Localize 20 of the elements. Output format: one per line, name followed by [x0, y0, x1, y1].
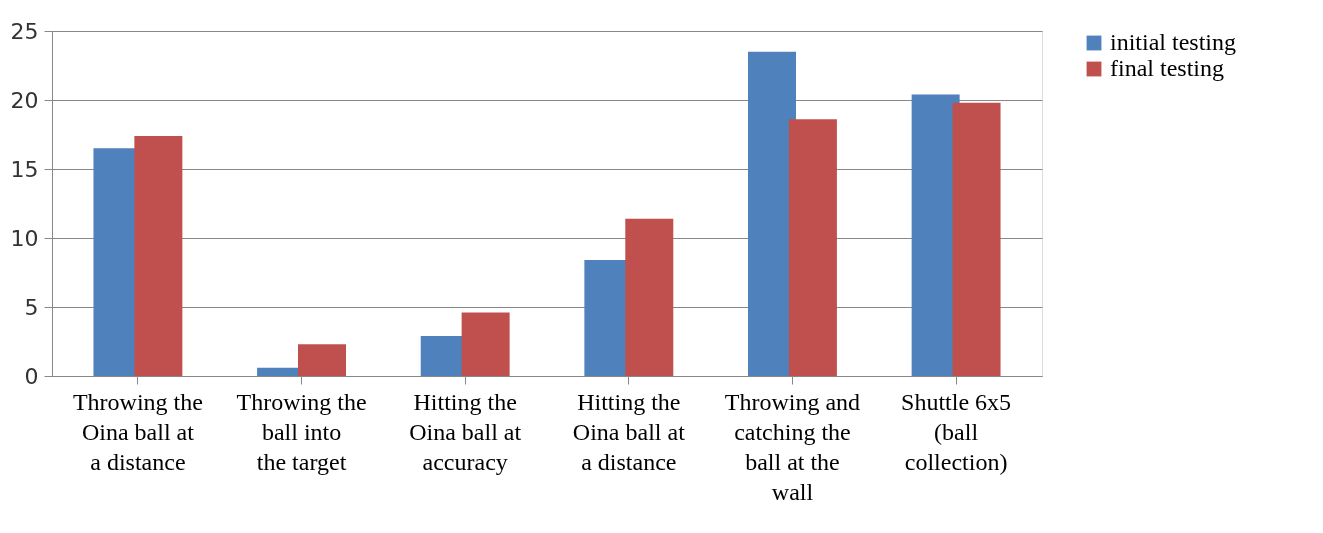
- y-tick-label: 5: [24, 294, 39, 320]
- x-tick-label: Throwing the Oina ball at a distance: [72, 388, 203, 475]
- y-tick-label: 20: [10, 87, 39, 113]
- y-tick-label: 10: [10, 225, 39, 251]
- bar: [788, 119, 837, 376]
- bar: [461, 312, 510, 376]
- legend-label: initial testing: [1110, 29, 1236, 55]
- legend-label: final testing: [1110, 55, 1224, 81]
- y-tick-label: 15: [10, 156, 39, 182]
- x-tick-label: Hitting the Oina ball at a distance: [572, 388, 686, 475]
- bar: [134, 135, 183, 376]
- bar: [952, 102, 1001, 376]
- bar: [298, 344, 346, 376]
- x-tick-label: Throwing the ball into the target: [236, 388, 367, 475]
- bar: [625, 218, 674, 376]
- x-tick-label: Shuttle 6x5 (ball collection): [901, 388, 1012, 475]
- y-tick-label: 0: [24, 363, 39, 389]
- x-tick-label: Hitting the Oina ball at accuracy: [409, 388, 522, 475]
- x-tick-label: Throwing and catching the ball at the wall: [724, 388, 861, 505]
- y-tick-label: 25: [10, 18, 39, 44]
